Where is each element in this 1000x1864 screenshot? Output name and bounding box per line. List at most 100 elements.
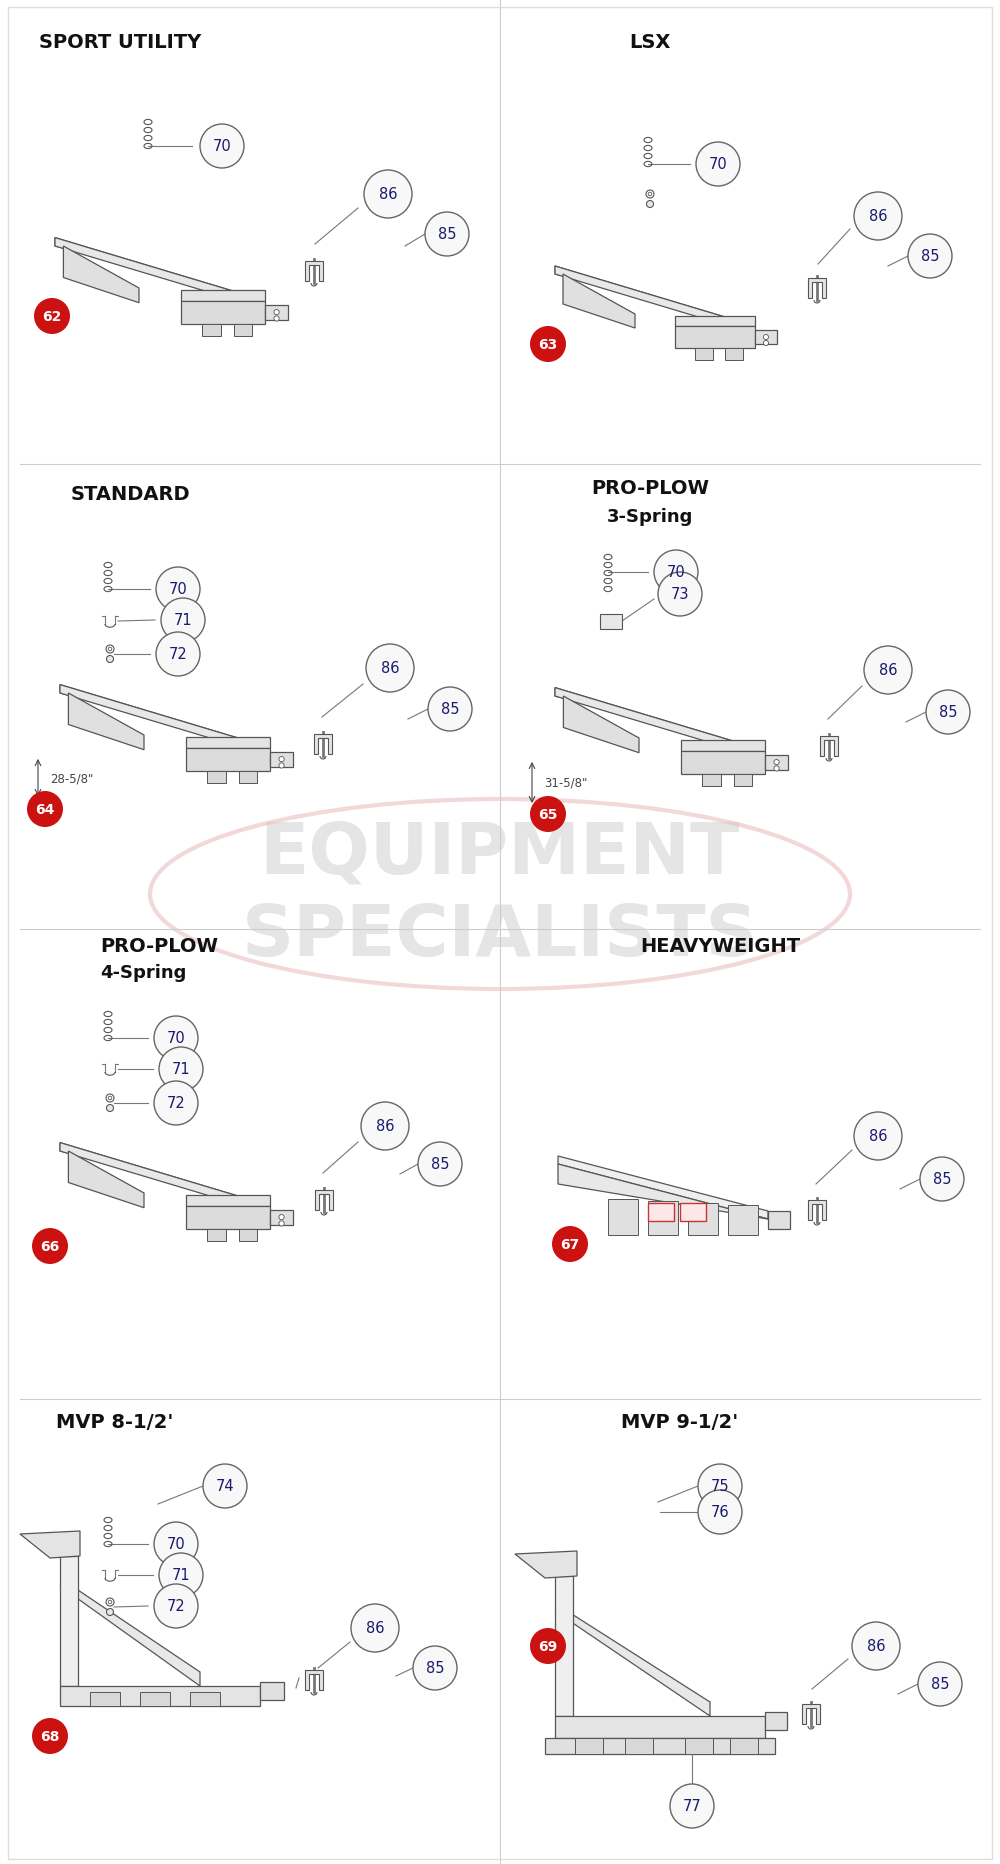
Polygon shape — [270, 753, 293, 768]
Text: 85: 85 — [921, 250, 939, 265]
Circle shape — [364, 171, 412, 218]
Polygon shape — [563, 697, 639, 753]
Text: 67: 67 — [560, 1238, 580, 1251]
Circle shape — [156, 632, 200, 677]
Polygon shape — [545, 1737, 775, 1754]
Circle shape — [920, 1158, 964, 1202]
Bar — [685, 1737, 713, 1754]
Polygon shape — [808, 1200, 826, 1221]
Text: 85: 85 — [426, 1661, 444, 1676]
Text: 63: 63 — [538, 337, 558, 352]
Polygon shape — [555, 688, 765, 761]
Polygon shape — [68, 1152, 144, 1208]
Polygon shape — [55, 239, 265, 302]
Polygon shape — [186, 747, 270, 772]
Text: 70: 70 — [169, 582, 187, 596]
Text: 69: 69 — [538, 1638, 558, 1653]
Polygon shape — [181, 302, 265, 324]
Polygon shape — [558, 1156, 768, 1219]
Text: 62: 62 — [42, 309, 62, 324]
Circle shape — [854, 192, 902, 240]
Circle shape — [852, 1622, 900, 1670]
Circle shape — [428, 688, 472, 731]
Polygon shape — [60, 1143, 270, 1213]
Text: 86: 86 — [381, 662, 399, 677]
Polygon shape — [305, 261, 323, 281]
Circle shape — [279, 1215, 284, 1221]
Text: HEAVYWEIGHT: HEAVYWEIGHT — [640, 938, 800, 956]
Text: 66: 66 — [40, 1240, 60, 1253]
Polygon shape — [675, 317, 755, 326]
Text: 72: 72 — [167, 1599, 185, 1614]
Polygon shape — [60, 686, 270, 757]
Bar — [648, 1204, 674, 1221]
Circle shape — [200, 125, 244, 170]
Circle shape — [159, 1048, 203, 1092]
Bar — [730, 1737, 758, 1754]
Circle shape — [670, 1784, 714, 1829]
Circle shape — [698, 1489, 742, 1534]
Polygon shape — [558, 1165, 768, 1219]
Text: 75: 75 — [711, 1478, 729, 1493]
Polygon shape — [55, 239, 265, 309]
Polygon shape — [234, 324, 252, 337]
Polygon shape — [768, 1212, 790, 1230]
Bar — [190, 1693, 220, 1706]
Text: 86: 86 — [376, 1118, 394, 1133]
Polygon shape — [315, 1191, 333, 1210]
Circle shape — [552, 1227, 588, 1262]
Circle shape — [106, 1105, 114, 1113]
Polygon shape — [555, 688, 765, 751]
Circle shape — [418, 1143, 462, 1186]
Text: 70: 70 — [213, 140, 231, 155]
Circle shape — [425, 212, 469, 257]
Polygon shape — [186, 738, 270, 747]
Circle shape — [274, 317, 279, 322]
Text: 72: 72 — [167, 1096, 185, 1111]
Polygon shape — [681, 751, 765, 774]
Circle shape — [274, 311, 279, 315]
Circle shape — [156, 569, 200, 611]
Text: 85: 85 — [933, 1172, 951, 1187]
Text: SPORT UTILITY: SPORT UTILITY — [39, 34, 201, 52]
Text: LSX: LSX — [629, 34, 671, 52]
Polygon shape — [60, 1556, 78, 1687]
Polygon shape — [60, 1586, 200, 1687]
Text: 71: 71 — [174, 613, 192, 628]
Circle shape — [774, 766, 779, 772]
Circle shape — [774, 761, 779, 766]
Circle shape — [154, 1584, 198, 1627]
Text: 3-Spring: 3-Spring — [607, 507, 693, 526]
Circle shape — [926, 692, 970, 734]
Polygon shape — [20, 1530, 80, 1558]
Polygon shape — [60, 686, 270, 747]
Polygon shape — [202, 324, 221, 337]
Text: 76: 76 — [711, 1504, 729, 1519]
Polygon shape — [305, 1670, 323, 1691]
Text: 85: 85 — [431, 1158, 449, 1172]
Polygon shape — [186, 1195, 270, 1206]
Polygon shape — [675, 326, 755, 349]
Circle shape — [203, 1465, 247, 1508]
Text: 70: 70 — [167, 1536, 185, 1551]
Circle shape — [279, 1221, 284, 1227]
Polygon shape — [648, 1202, 678, 1236]
Polygon shape — [765, 755, 788, 770]
Text: PRO-PLOW: PRO-PLOW — [591, 479, 709, 498]
Text: 4-Spring: 4-Spring — [100, 964, 186, 982]
Polygon shape — [688, 1204, 718, 1236]
Polygon shape — [555, 1577, 573, 1717]
Text: 86: 86 — [379, 188, 397, 203]
Text: 85: 85 — [438, 227, 456, 242]
Circle shape — [764, 341, 768, 347]
Polygon shape — [207, 1228, 226, 1241]
Polygon shape — [239, 1228, 257, 1241]
Text: MVP 8-1/2': MVP 8-1/2' — [56, 1413, 174, 1432]
Text: 70: 70 — [709, 157, 727, 171]
Polygon shape — [260, 1681, 284, 1700]
Circle shape — [351, 1605, 399, 1652]
Text: PRO-PLOW: PRO-PLOW — [100, 938, 218, 956]
Text: 68: 68 — [40, 1730, 60, 1743]
Text: 86: 86 — [869, 1130, 887, 1144]
Circle shape — [764, 336, 768, 341]
